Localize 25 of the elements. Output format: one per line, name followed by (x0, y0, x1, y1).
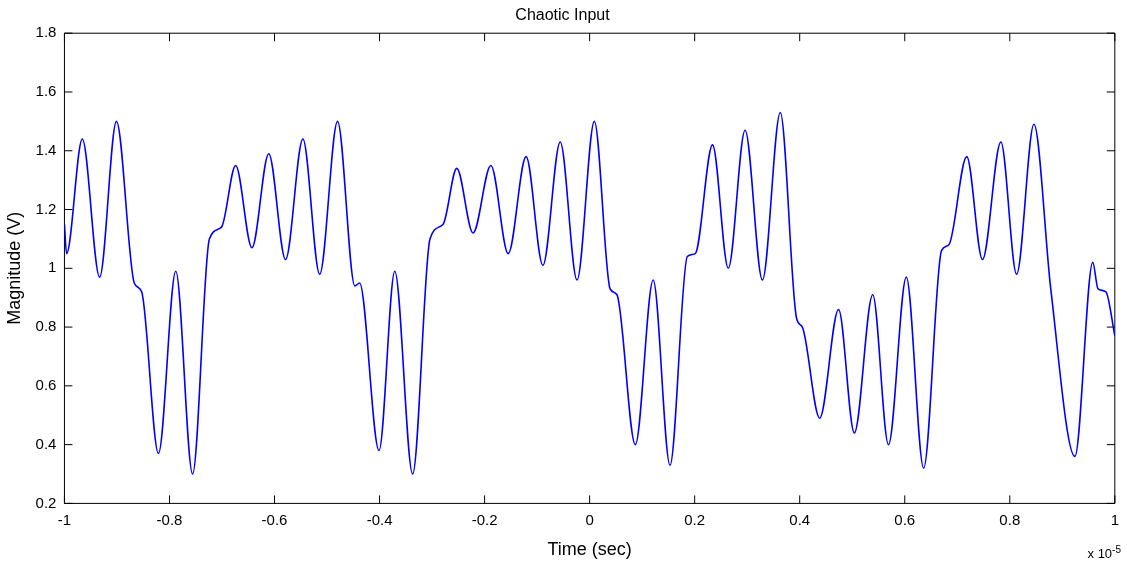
x-tick-label: 0.2 (684, 510, 706, 528)
y-tick-label: 0.4 (35, 434, 57, 452)
y-tick-label: 0.2 (35, 493, 57, 511)
x-tick-label: -0.8 (156, 510, 183, 528)
y-tick-label: 1.6 (35, 82, 57, 100)
y-tick-label: 1.2 (35, 199, 57, 217)
x-tick-label: 0.4 (789, 510, 811, 528)
y-tick-label: 1 (48, 258, 57, 276)
line-series (64, 111, 1115, 475)
y-tick-label: 0.8 (35, 317, 57, 335)
x-tick-label: 0.6 (894, 510, 916, 528)
x-tick-label: 0 (585, 510, 594, 528)
text: x 10$^{-5}$ (1087, 543, 1121, 561)
x-axis-title: Time (sec) (547, 539, 632, 560)
y-axis-title: Magnitude (V) (3, 211, 24, 325)
x-tick-label: 0.8 (999, 510, 1021, 528)
x-tick-label: -0.4 (366, 510, 393, 528)
x-tick-label: -0.2 (471, 510, 498, 528)
x-tick-label: 1 (1110, 510, 1119, 528)
x-tick-label: -1 (57, 510, 72, 528)
y-tick-label: 1.8 (35, 23, 57, 41)
y-tick-label: 1.4 (35, 140, 57, 158)
y-tick-label: 0.6 (35, 375, 57, 393)
chart-title: Chaotic Input (515, 6, 611, 24)
x-tick-label: -0.6 (261, 510, 288, 528)
